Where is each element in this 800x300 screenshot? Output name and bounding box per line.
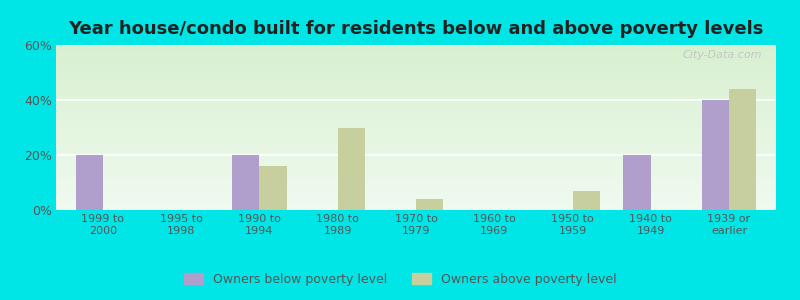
Title: Year house/condo built for residents below and above poverty levels: Year house/condo built for residents bel…	[68, 20, 764, 38]
Bar	[259, 166, 287, 210]
Bar	[338, 128, 365, 210]
Bar	[623, 155, 650, 210]
Legend: Owners below poverty level, Owners above poverty level: Owners below poverty level, Owners above…	[179, 268, 621, 291]
Bar	[416, 199, 443, 210]
Bar	[702, 100, 729, 210]
Bar	[729, 89, 757, 210]
Bar	[573, 191, 600, 210]
Bar	[232, 155, 259, 210]
Text: City-Data.com: City-Data.com	[682, 50, 762, 60]
Bar	[75, 155, 103, 210]
